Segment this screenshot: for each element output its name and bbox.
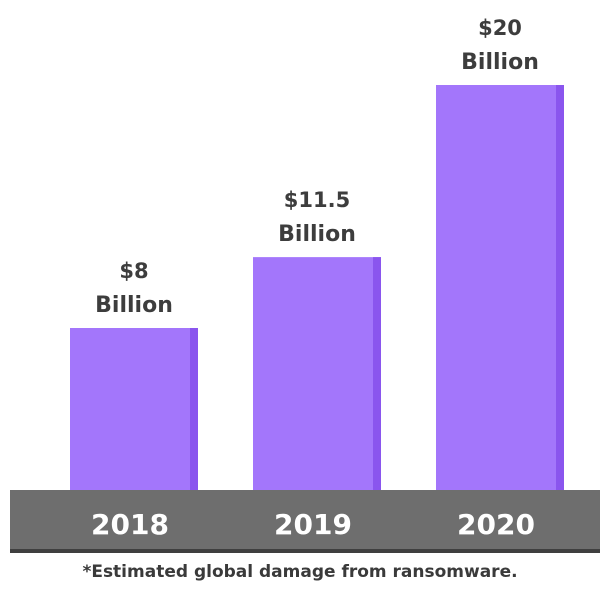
x-axis-band-edge bbox=[10, 549, 600, 553]
x-tick-label: 2020 bbox=[457, 508, 535, 541]
bar-2018 bbox=[70, 328, 198, 490]
bar-edge-2018 bbox=[190, 328, 198, 490]
value-label-unit: Billion bbox=[95, 293, 173, 318]
value-label-amount: $8 bbox=[119, 259, 148, 283]
bar-edge-2020 bbox=[556, 85, 564, 490]
bar-2020 bbox=[436, 85, 564, 490]
value-label-unit: Billion bbox=[278, 222, 356, 247]
value-label-amount: $11.5 bbox=[284, 188, 350, 212]
x-tick-label: 2019 bbox=[274, 508, 352, 541]
bar-2019 bbox=[253, 257, 381, 490]
chart-footnote: *Estimated global damage from ransomware… bbox=[82, 562, 518, 582]
value-label-unit: Billion bbox=[461, 50, 539, 75]
chart-canvas: $8 Billion $11.5 Billion $20 Billion 2018 2019 2… bbox=[10, 16, 600, 553]
x-tick-label: 2018 bbox=[91, 508, 169, 541]
bar-edge-2019 bbox=[373, 257, 381, 490]
value-label-amount: $20 bbox=[478, 16, 522, 40]
x-axis-band bbox=[10, 490, 600, 553]
